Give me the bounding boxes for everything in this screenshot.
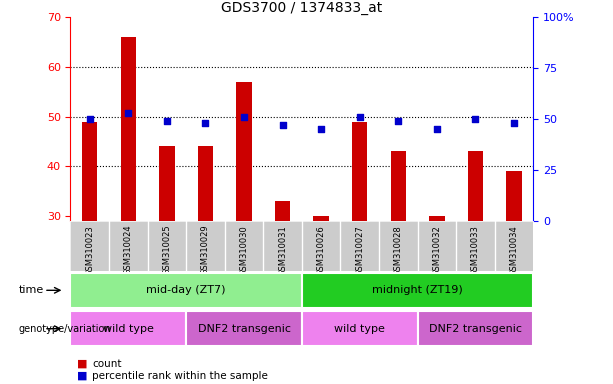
Point — [394, 118, 403, 124]
Bar — [390, 151, 406, 221]
Bar — [186, 311, 302, 346]
Text: DNF2 transgenic: DNF2 transgenic — [197, 324, 291, 334]
Text: GSM310028: GSM310028 — [394, 225, 403, 276]
Bar — [70, 273, 302, 308]
Text: GSM310033: GSM310033 — [471, 225, 480, 276]
Bar — [417, 311, 533, 346]
Text: ■: ■ — [77, 359, 87, 369]
Text: midnight (ZT19): midnight (ZT19) — [372, 285, 463, 295]
Text: genotype/variation: genotype/variation — [18, 324, 111, 334]
Point — [162, 118, 172, 124]
Bar — [352, 121, 367, 221]
Point — [239, 114, 249, 120]
Bar — [429, 216, 444, 221]
Point — [123, 110, 133, 116]
Point — [471, 116, 481, 122]
Text: GSM310032: GSM310032 — [432, 225, 441, 276]
Text: GSM310034: GSM310034 — [509, 225, 519, 276]
Bar — [468, 151, 483, 221]
Text: time: time — [18, 285, 44, 295]
Bar — [237, 82, 252, 221]
Text: count: count — [92, 359, 121, 369]
Bar — [159, 146, 175, 221]
Bar — [302, 273, 533, 308]
Text: percentile rank within the sample: percentile rank within the sample — [92, 371, 268, 381]
Text: GSM310025: GSM310025 — [162, 225, 172, 275]
Text: wild type: wild type — [103, 324, 154, 334]
Bar — [198, 146, 213, 221]
Bar — [506, 171, 522, 221]
Point — [432, 126, 442, 132]
Text: GSM310027: GSM310027 — [356, 225, 364, 276]
Text: GSM310029: GSM310029 — [201, 225, 210, 275]
Bar — [313, 216, 329, 221]
Point — [316, 126, 326, 132]
Text: GSM310023: GSM310023 — [85, 225, 94, 276]
Text: wild type: wild type — [334, 324, 385, 334]
Point — [509, 120, 519, 126]
Point — [278, 122, 287, 128]
Text: GSM310030: GSM310030 — [240, 225, 248, 276]
Point — [355, 114, 365, 120]
Bar — [302, 311, 417, 346]
Bar — [70, 311, 186, 346]
Text: DNF2 transgenic: DNF2 transgenic — [429, 324, 522, 334]
Text: GSM310024: GSM310024 — [124, 225, 133, 275]
Text: GSM310026: GSM310026 — [317, 225, 326, 276]
Text: ■: ■ — [77, 371, 87, 381]
Text: GSM310031: GSM310031 — [278, 225, 287, 276]
Point — [200, 120, 210, 126]
Text: mid-day (ZT7): mid-day (ZT7) — [147, 285, 226, 295]
Point — [85, 116, 94, 122]
Bar — [275, 201, 291, 221]
Title: GDS3700 / 1374833_at: GDS3700 / 1374833_at — [221, 1, 383, 15]
Bar — [82, 121, 97, 221]
Bar — [121, 37, 136, 221]
